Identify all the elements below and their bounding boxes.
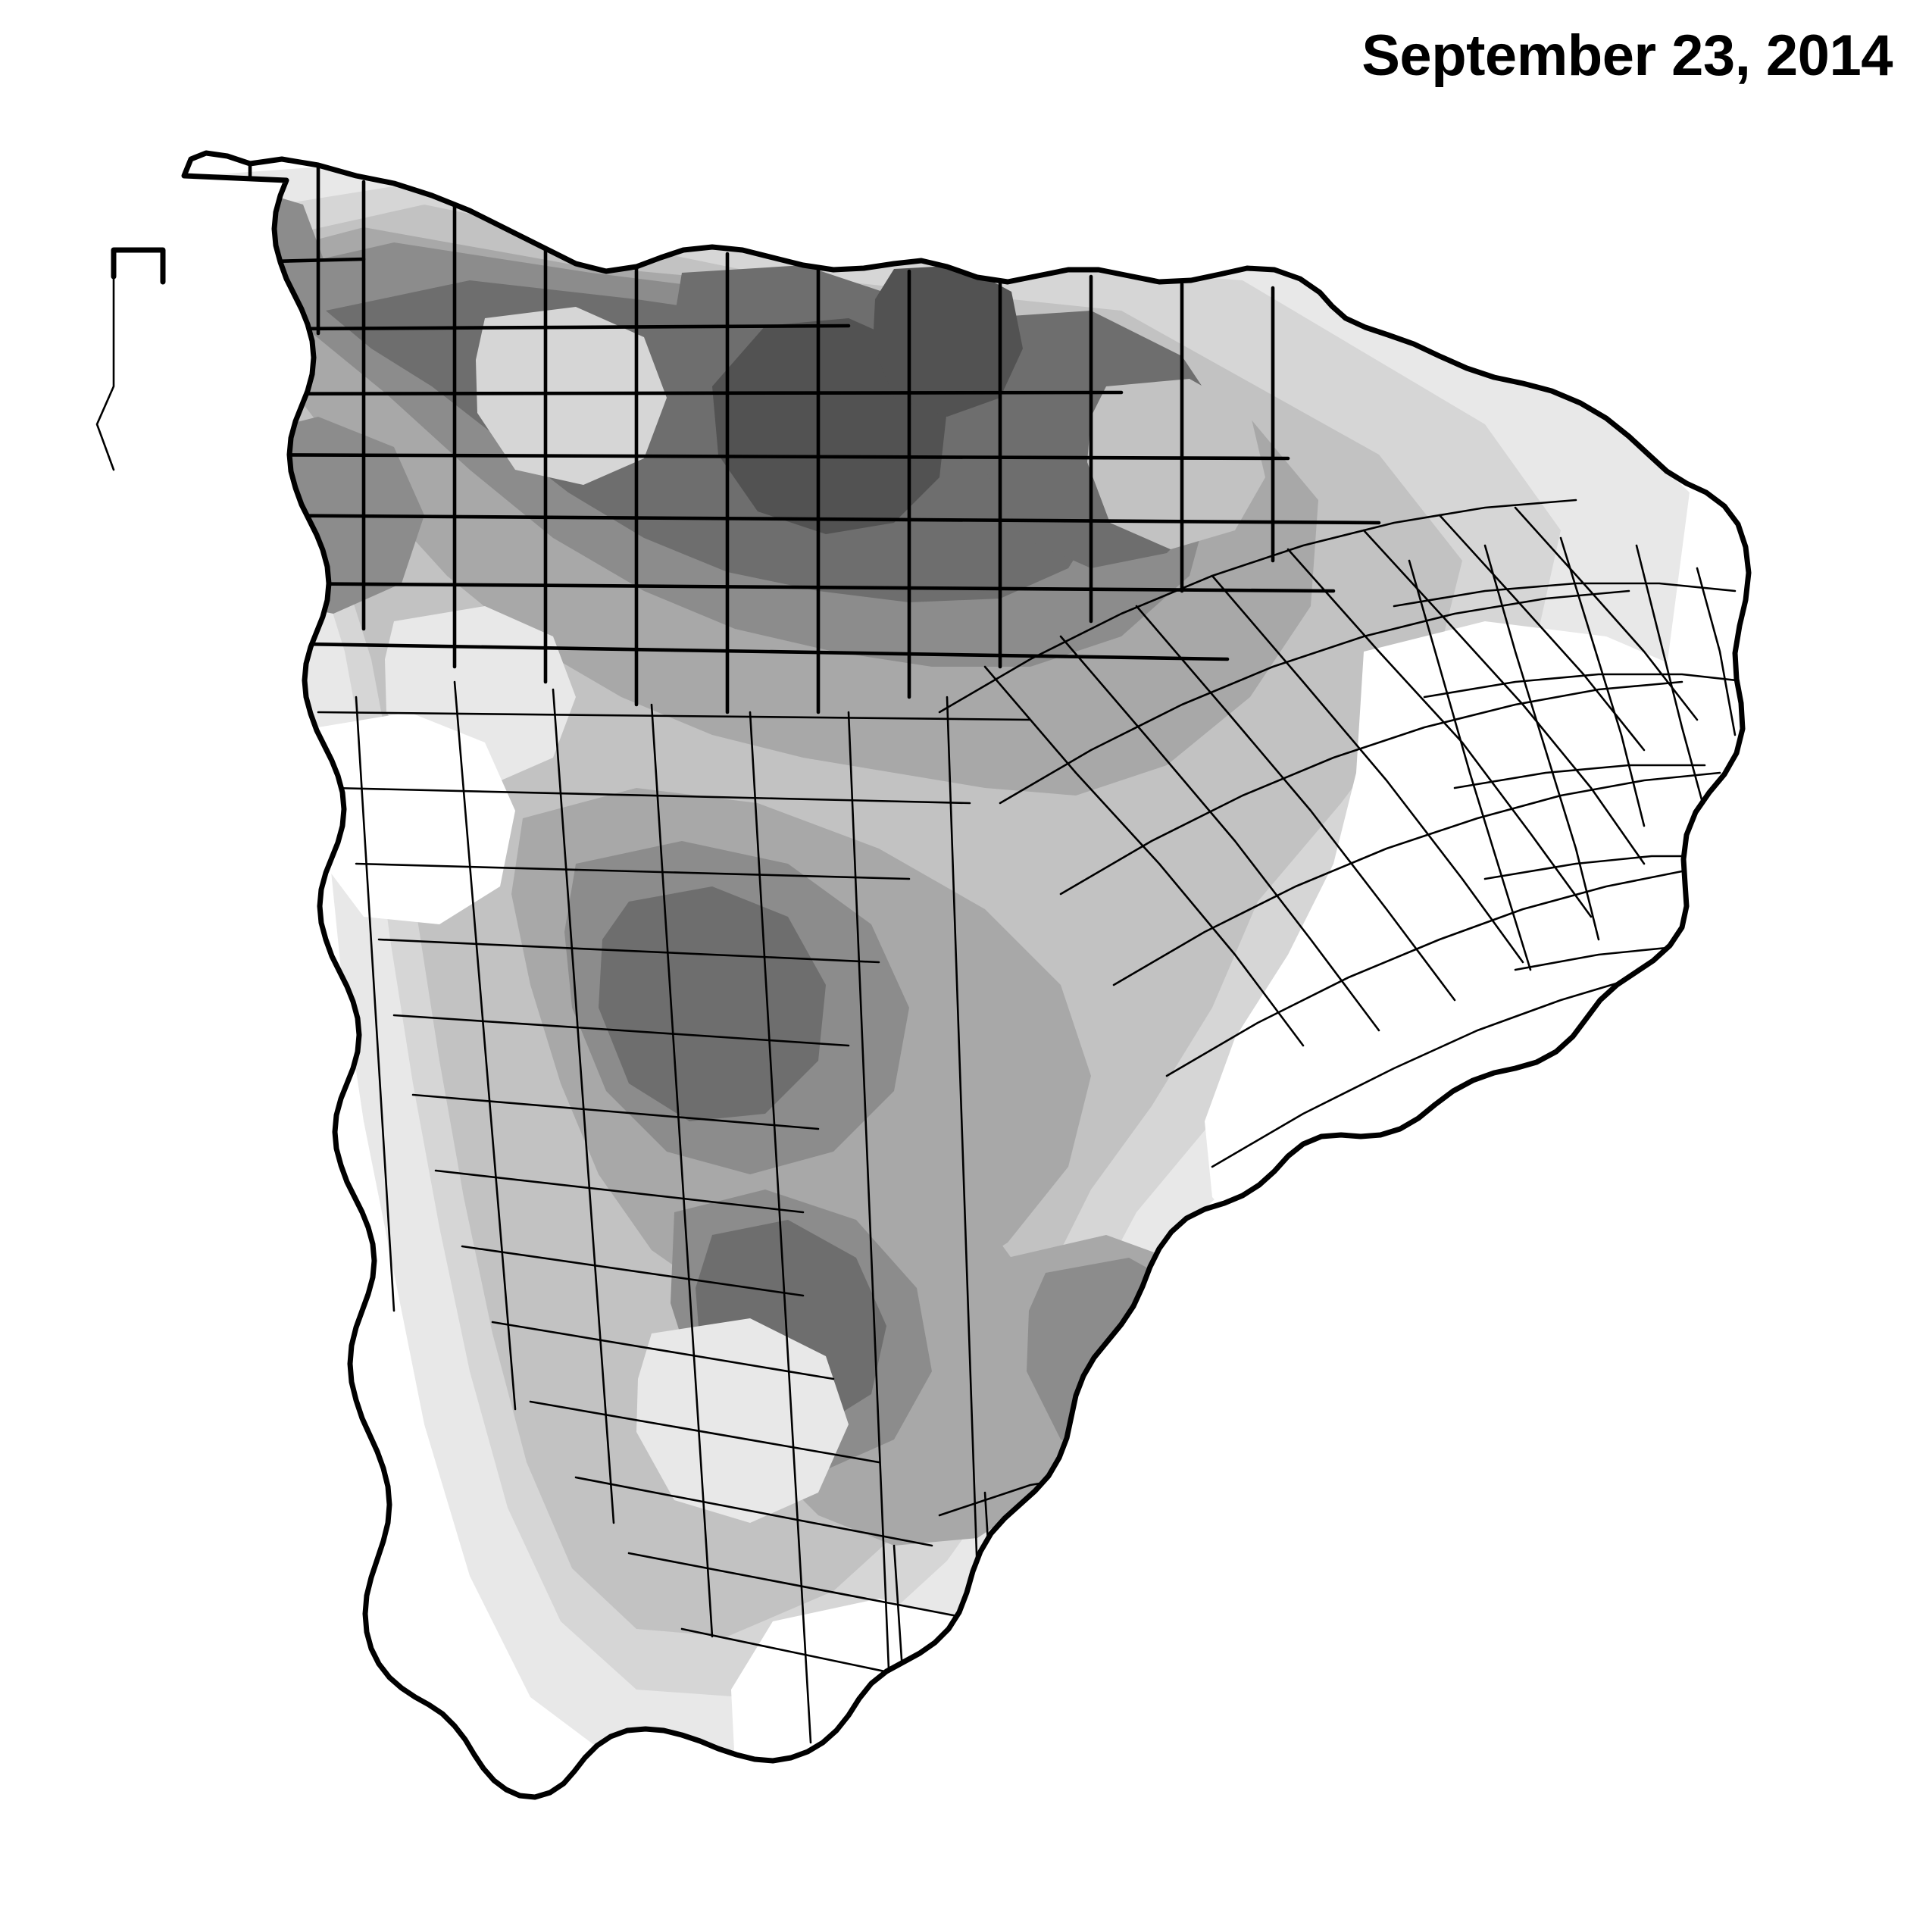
drought-contour-layer bbox=[184, 153, 1749, 1797]
drought-region-none-elpaso bbox=[184, 409, 265, 629]
el-paso-notch bbox=[111, 247, 166, 285]
texas-state-outline bbox=[181, 150, 1752, 1800]
page-title: September 23, 2014 bbox=[1361, 23, 1893, 88]
texas-drought-map bbox=[0, 136, 1932, 1932]
drought-region-none-rgv bbox=[731, 1599, 1023, 1797]
drought-region-none-coast bbox=[1091, 1440, 1440, 1796]
drought-pocket-light-1 bbox=[476, 307, 667, 485]
map-svg bbox=[95, 150, 1752, 1800]
drought-region-d4-panhandle bbox=[184, 182, 326, 356]
drought-pocket-light-2 bbox=[1087, 379, 1265, 549]
drought-region-none-bigbend bbox=[311, 712, 515, 924]
drought-region-d5-edwardscore bbox=[599, 886, 826, 1121]
